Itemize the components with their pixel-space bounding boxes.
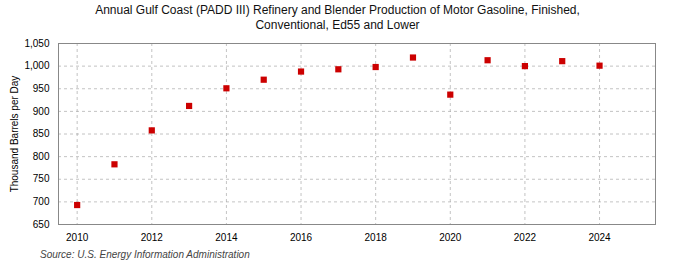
svg-text:950: 950	[33, 83, 50, 94]
svg-text:2010: 2010	[66, 232, 89, 243]
svg-text:2016: 2016	[290, 232, 313, 243]
svg-text:900: 900	[33, 106, 50, 117]
svg-text:800: 800	[33, 151, 50, 162]
svg-text:2024: 2024	[588, 232, 611, 243]
svg-text:650: 650	[33, 219, 50, 230]
svg-text:700: 700	[33, 196, 50, 207]
svg-text:2014: 2014	[215, 232, 238, 243]
svg-text:2012: 2012	[141, 232, 164, 243]
svg-text:850: 850	[33, 128, 50, 139]
html-text:Conventional, Ed55 and Lower: Conventional, Ed55 and Lower	[255, 18, 420, 32]
svg-text:2018: 2018	[365, 232, 388, 243]
svg-text:2022: 2022	[514, 232, 537, 243]
html-text:Source: U.S. Energy Informatio: Source: U.S. Energy Information Administ…	[40, 249, 250, 260]
svg-text:1,050: 1,050	[24, 38, 49, 49]
svg-text:1,000: 1,000	[24, 60, 49, 71]
svg-text:750: 750	[33, 173, 50, 184]
html-text:Annual Gulf Coast (PADD III) R: Annual Gulf Coast (PADD III) Refinery an…	[95, 3, 580, 17]
svg-text:Thousand Barrels per Day: Thousand Barrels per Day	[9, 76, 20, 193]
svg-text:2020: 2020	[439, 232, 462, 243]
